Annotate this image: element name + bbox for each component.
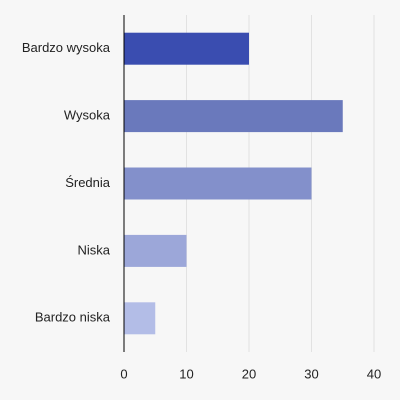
x-tick-label: 0 bbox=[120, 366, 127, 381]
x-tick-label: 40 bbox=[367, 366, 381, 381]
x-tick-label: 20 bbox=[242, 366, 256, 381]
bar bbox=[124, 167, 312, 200]
bar bbox=[124, 302, 156, 335]
y-tick-label: Średnia bbox=[65, 175, 111, 190]
bar bbox=[124, 32, 249, 65]
y-tick-label: Bardzo wysoka bbox=[22, 40, 111, 55]
y-tick-label: Bardzo niska bbox=[35, 310, 111, 325]
x-tick-label: 10 bbox=[179, 366, 193, 381]
x-tick-label: 30 bbox=[304, 366, 318, 381]
bar bbox=[124, 100, 343, 133]
bar bbox=[124, 234, 187, 267]
y-tick-label: Wysoka bbox=[64, 108, 111, 123]
y-tick-label: Niska bbox=[77, 242, 110, 257]
